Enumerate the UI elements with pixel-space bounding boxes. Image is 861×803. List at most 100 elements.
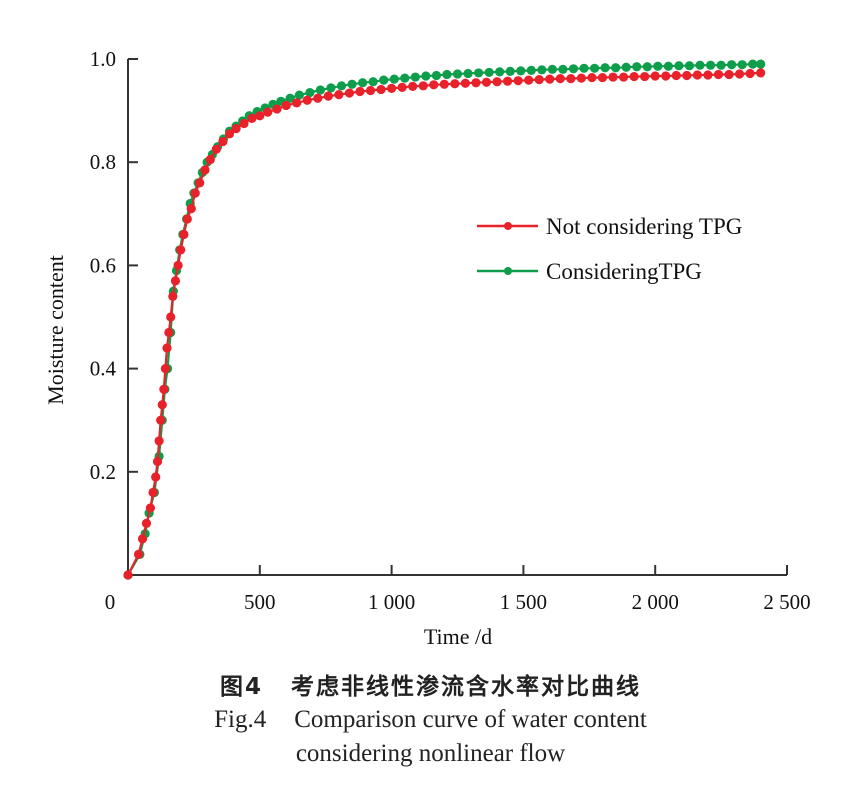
legend-marker [504,222,512,230]
data-point [516,66,526,76]
data-point [418,81,428,91]
data-point [292,98,302,108]
series-not-considering-tpg [123,68,766,580]
data-point [576,73,586,83]
data-point [305,87,315,98]
data-point [505,66,515,76]
caption-cn-number: 图4 [219,674,263,700]
data-point [137,534,148,544]
data-point [587,72,597,83]
data-point [618,72,629,82]
data-point [294,90,304,100]
data-point [285,93,295,103]
data-point [682,70,692,81]
x-tick-label: 500 [244,590,276,614]
data-point [400,73,410,83]
data-point [629,71,639,82]
data-point [589,63,600,73]
caption-chinese: 图4 考虑非线性渗流含水率对比曲线 [0,667,861,701]
data-point [224,129,235,139]
data-point [431,70,442,81]
y-tick-label: 0.2 [90,460,116,484]
data-point [179,229,189,240]
x-tick-label: 0 [105,590,116,614]
series-line [127,71,761,576]
data-point [534,75,544,85]
data-point [239,118,249,129]
data-point [547,64,557,74]
data-point [152,456,163,467]
data-point [281,100,291,111]
data-point [737,60,747,70]
data-point [336,81,347,91]
caption-en-text: Comparison curve of water content [294,706,647,733]
data-point [190,188,200,198]
data-point [376,84,386,95]
data-point [313,93,323,103]
data-point [600,63,610,73]
data-point [154,436,164,446]
data-point [608,72,618,82]
data-point [145,503,156,513]
data-point [526,65,536,75]
data-point [558,64,568,74]
data-point [611,63,621,73]
data-point [195,178,205,188]
data-point [326,83,336,93]
data-point [734,69,745,79]
data-point [344,88,355,98]
data-point [684,61,695,71]
data-point [302,95,312,105]
data-point [439,79,449,89]
data-point [218,136,228,147]
x-tick-label: 1 500 [500,590,547,614]
caption-english-line1: Fig.4 Comparison curve of water content [0,706,861,734]
data-point [173,260,183,270]
data-point [460,78,471,88]
data-point [272,104,282,114]
data-point [410,72,420,82]
data-point [661,71,671,81]
x-tick-label: 2 500 [763,590,810,614]
data-point [727,60,737,70]
legend-label: ConsideringTPG [546,259,702,284]
series-layer [123,59,766,580]
data-point [160,364,171,374]
legend-label: Not considering TPG [546,214,742,239]
data-point [200,165,210,175]
data-point [156,415,166,425]
data-point [502,76,513,86]
data-point [162,343,172,353]
data-point [263,107,273,117]
data-point [716,60,726,70]
data-point [442,69,452,80]
data-point [471,78,481,88]
legend-marker [504,267,512,275]
data-point [347,79,357,89]
data-point [205,155,215,165]
legend: Not considering TPG ConsideringTPG [477,214,742,284]
y-tick-label: 0.6 [90,253,116,277]
data-point [141,518,152,529]
y-tick-label: 0.8 [90,150,116,174]
y-axis-label: Moisture content [43,255,68,405]
data-point [724,69,734,80]
caption-en-number: Fig.4 [214,706,267,733]
data-point [133,549,144,559]
data-point [756,59,766,69]
data-point [186,204,196,214]
data-point [176,245,186,255]
data-point [481,77,492,87]
y-tick-label: 1.0 [90,47,116,71]
caption-english-line2: considering nonlinear flow [295,740,566,767]
data-point [513,76,523,86]
data-point [632,62,642,72]
data-point [355,86,365,97]
data-point [159,384,169,394]
data-point [653,61,663,71]
data-point [170,276,181,286]
data-point [168,291,178,301]
data-point [164,327,174,338]
chart: 0 500 1 000 1 500 2 000 2 5000.20.40.60.81.0 … [43,47,811,649]
data-point [397,82,407,92]
